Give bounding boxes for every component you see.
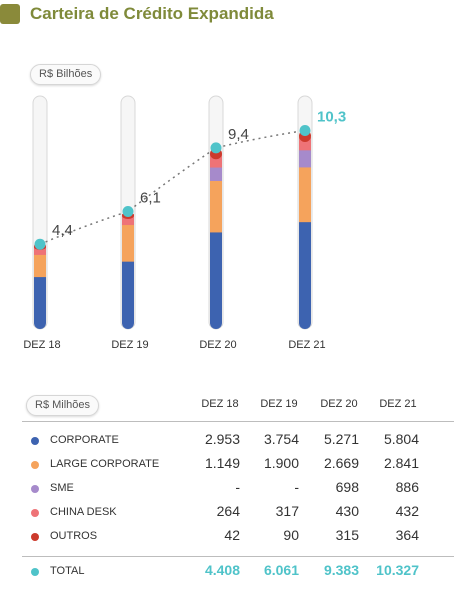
row-value: 9.383 [323, 562, 359, 578]
table-divider-bottom [22, 556, 454, 557]
row-label: OUTROS [50, 530, 98, 542]
row-label: SME [50, 482, 74, 494]
bar-segment-large-corporate [210, 175, 222, 233]
row-value: 317 [275, 503, 299, 519]
table-row: CORPORATE 2.953 3.754 5.271 5.804 [0, 430, 455, 452]
row-label: TOTAL [50, 565, 85, 577]
col-header-dez21: DEZ 21 [379, 398, 417, 410]
row-value: 2.841 [383, 455, 419, 471]
page-title: Carteira de Crédito Expandida [30, 4, 274, 23]
row-value: 364 [395, 527, 419, 543]
total-line [39, 129, 306, 245]
col-header-dez19: DEZ 19 [260, 398, 298, 410]
row-value: 10.327 [376, 562, 419, 578]
row-value: - [294, 479, 299, 495]
row-value: 698 [335, 479, 359, 495]
row-value: 432 [395, 503, 419, 519]
x-tick-label: DEZ 19 [111, 339, 148, 351]
row-value: 6.061 [263, 562, 299, 578]
row-value: 42 [224, 527, 240, 543]
row-value: 90 [283, 527, 299, 543]
row-value: - [235, 479, 240, 495]
x-tick-label: DEZ 18 [23, 339, 60, 351]
chart-labels: DEZ 18 DEZ 19 DEZ 20 DEZ 21 4,4 6,1 9,4 10,3 [23, 109, 346, 351]
table-row: CHINA DESK 264 317 430 432 [0, 502, 455, 524]
row-value: 1.900 [263, 455, 299, 471]
table-unit-badge: R$ Milhões [26, 395, 100, 416]
bar-segment-large-corporate [34, 249, 46, 278]
bar-segment-large-corporate [122, 220, 134, 262]
bar-segment-corporate [210, 227, 222, 329]
col-header-dez18: DEZ 18 [201, 398, 239, 410]
col-header-dez20: DEZ 20 [320, 398, 358, 410]
row-value: 430 [335, 503, 359, 519]
row-label: LARGE CORPORATE [50, 458, 160, 470]
legend-dot [31, 568, 39, 576]
total-value-label: 9,4 [228, 126, 249, 143]
row-value: 3.754 [263, 431, 299, 447]
total-value-label: 6,1 [140, 189, 161, 206]
bar-segment-sme [299, 145, 311, 168]
legend-dot [31, 533, 39, 541]
bar-segments [34, 129, 311, 329]
row-value: 886 [395, 479, 419, 495]
table-divider-top [22, 421, 454, 422]
chart-unit-badge: R$ Bilhões [30, 64, 102, 85]
title-bar: Carteira de Crédito Expandida [0, 2, 274, 26]
legend-dot [31, 437, 39, 445]
row-value: 5.271 [323, 431, 359, 447]
total-point [34, 238, 46, 250]
total-point [122, 205, 134, 217]
x-tick-label: DEZ 20 [199, 339, 236, 351]
row-value: 264 [216, 503, 240, 519]
row-value: 2.953 [204, 431, 240, 447]
bar-segment-large-corporate [299, 162, 311, 223]
total-point [299, 125, 311, 137]
total-points [34, 125, 311, 250]
total-value-label: 10,3 [317, 109, 346, 126]
row-value: 4.408 [204, 562, 240, 578]
bar-segment-china-desk [122, 213, 134, 226]
legend-dot [31, 509, 39, 517]
bar-segment-corporate [34, 272, 46, 329]
table-row: SME - - 698 886 [0, 478, 455, 500]
row-value: 315 [335, 527, 359, 543]
table-row: OUTROS 42 90 315 364 [0, 526, 455, 548]
total-value-label: 4,4 [52, 222, 73, 239]
table-row-total: TOTAL 4.408 6.061 9.383 10.327 [0, 561, 455, 583]
bar-segment-corporate [299, 217, 311, 329]
stacked-bar-chart: DEZ 18 DEZ 19 DEZ 20 DEZ 21 4,4 6,1 9,4 10,3 [23, 95, 346, 351]
total-point [210, 142, 222, 154]
table-row: LARGE CORPORATE 1.149 1.900 2.669 2.841 [0, 454, 455, 476]
bar-segment-china-desk [34, 244, 46, 255]
row-value: 5.804 [383, 431, 419, 447]
legend-dot [31, 461, 39, 469]
bar-tracks [32, 95, 313, 330]
bar-segment-corporate [122, 256, 134, 329]
row-label: CORPORATE [50, 434, 119, 446]
legend-dot [31, 485, 39, 493]
row-value: 2.669 [323, 455, 359, 471]
title-marker [0, 4, 20, 24]
row-value: 1.149 [204, 455, 240, 471]
x-tick-label: DEZ 21 [288, 339, 325, 351]
row-label: CHINA DESK [50, 506, 117, 518]
